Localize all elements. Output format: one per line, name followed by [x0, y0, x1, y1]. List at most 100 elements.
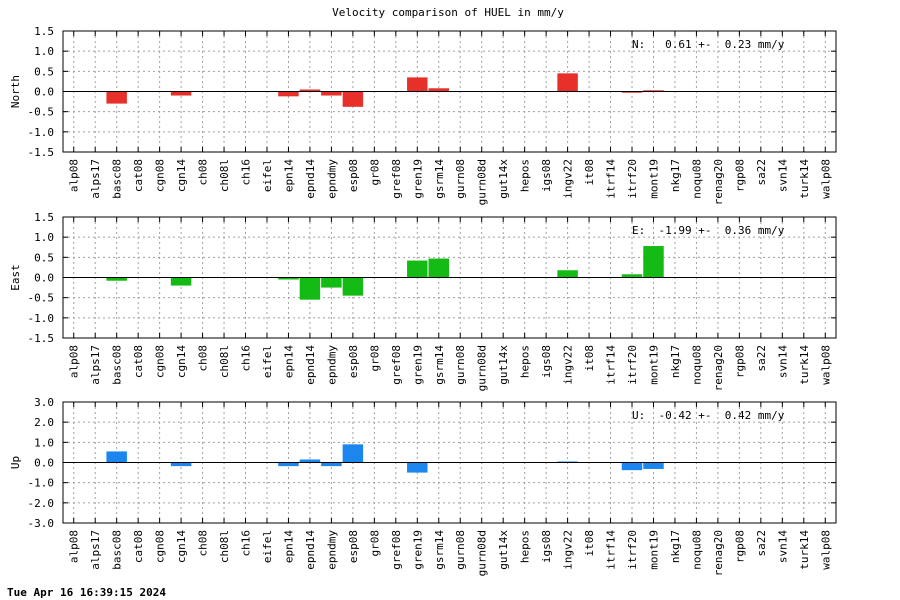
north-xtick-label: mont19	[647, 159, 660, 199]
east-xtick-label: mont19	[647, 345, 660, 385]
north-bar-itrf20	[621, 91, 643, 93]
east-xtick-label: sa22	[755, 345, 768, 372]
east-bar-epndmy	[321, 277, 342, 288]
east-xtick-label: epndmy	[325, 345, 338, 385]
up-xtick-label: noqu08	[690, 530, 703, 570]
north-xtick-label: gref08	[390, 159, 403, 199]
chart-panels: -1.5 -1.0 -0.5 0.0 0.5 1.0 1.5 alp08 alps17 basc0…	[9, 25, 837, 576]
up-ytick-label: -1.0	[28, 477, 55, 490]
east-xtick-label: gr08	[368, 345, 381, 372]
up-xtick-label: gr08	[368, 530, 381, 557]
north-xtick-label: gut14x	[497, 159, 510, 199]
north-bar-ingv22	[557, 73, 578, 92]
north-xtick-label: svn14	[776, 159, 789, 192]
north-xtick-label: it08	[583, 159, 596, 186]
up-xtick-label: svn14	[776, 530, 789, 563]
up-xtick-label: gurn08	[454, 530, 467, 570]
up-xtick-label: ch16	[240, 530, 253, 557]
up-xtick-label: cgn08	[154, 530, 167, 563]
east-xtick-label: epnd14	[304, 345, 317, 385]
up-ylabel: Up	[9, 456, 22, 469]
up-bar-mont19	[643, 462, 664, 469]
up-xtick-label: itrf20	[626, 530, 639, 570]
up-xtick-label: ch08	[197, 530, 210, 557]
up-xtick-label: walp08	[819, 530, 832, 570]
north-bar-epn14	[278, 91, 299, 97]
east-bar-gren19	[407, 260, 428, 278]
up-bar-cgn14	[170, 462, 192, 467]
east-xtick-label: gren19	[411, 345, 424, 385]
up-xtick-label: cgn14	[175, 530, 188, 563]
north-ytick-label: -1.0	[28, 126, 55, 139]
east-xtick-label: it08	[583, 345, 596, 372]
up-bar-esp08	[342, 444, 364, 463]
east-xtick-label: alps17	[89, 345, 102, 385]
up-panel: -3.0 -2.0 -1.0 0.0 1.0 2.0 3.0 alp08 alps17 basc0…	[9, 396, 837, 576]
up-xtick-label: epnd14	[304, 530, 317, 570]
east-bar-epnd14	[299, 277, 321, 300]
east-xtick-label: gurn08	[454, 345, 467, 385]
up-xtick-label: ch08l	[218, 530, 231, 563]
east-bar-cgn14	[170, 277, 192, 286]
up-xtick-label: ingv22	[562, 530, 575, 570]
north-xtick-label: itrf14	[605, 159, 618, 199]
north-ylabel: North	[9, 75, 22, 108]
north-bar-basc08	[106, 91, 127, 104]
north-bar-epndmy	[321, 91, 342, 96]
up-xtick-label: it08	[583, 530, 596, 557]
north-xtick-label: sa22	[755, 159, 768, 186]
east-xtick-label: ch16	[240, 345, 253, 372]
north-xtick-label: gr08	[368, 159, 381, 186]
north-bar-cgn14	[170, 91, 192, 96]
north-xtick-label: turk14	[798, 159, 811, 199]
east-xtick-label: cat08	[132, 345, 145, 378]
east-xtick-label: alp08	[68, 345, 81, 378]
east-xtick-label: esp08	[347, 345, 360, 378]
north-xtick-label: noqu08	[690, 159, 703, 199]
east-ylabel: East	[9, 264, 22, 291]
east-ytick-label: 1.5	[34, 211, 54, 224]
north-bar-esp08	[342, 91, 364, 107]
north-xtick-label: eifel	[261, 159, 274, 192]
east-xtick-label: ingv22	[562, 345, 575, 385]
north-xtick-label: walp08	[819, 159, 832, 199]
up-xtick-label: cat08	[132, 530, 145, 563]
north-xtick-label: renag20	[712, 159, 725, 205]
up-bar-epndmy	[321, 462, 342, 467]
east-xtick-label: eifel	[261, 345, 274, 378]
north-xtick-label: gurn08	[454, 159, 467, 199]
up-xtick-label: mont19	[647, 530, 660, 570]
east-xtick-label: ch08l	[218, 345, 231, 378]
up-xtick-label: gurn08d	[476, 530, 489, 576]
east-xtick-label: basc08	[111, 345, 124, 385]
north-ytick-label: 0.5	[34, 65, 54, 78]
east-xtick-label: turk14	[798, 345, 811, 385]
up-xtick-label: gsrm14	[433, 530, 446, 570]
east-xtick-label: gsrm14	[433, 345, 446, 385]
up-xtick-label: alp08	[68, 530, 81, 563]
up-ytick-label: 1.0	[34, 436, 54, 449]
up-xtick-label: rgp08	[733, 530, 746, 563]
up-xtick-label: turk14	[798, 530, 811, 570]
east-xtick-label: itrf20	[626, 345, 639, 385]
east-xtick-label: itrf14	[605, 345, 618, 385]
north-ytick-label: -1.5	[28, 146, 55, 159]
up-ytick-label: 2.0	[34, 416, 54, 429]
east-xtick-label: cgn14	[175, 345, 188, 378]
north-xtick-label: ch16	[240, 159, 253, 186]
up-xtick-label: sa22	[755, 530, 768, 557]
north-velocity-annotation: N: 0.61 +- 0.23 mm/y	[632, 38, 785, 51]
east-xtick-label: hepos	[519, 345, 532, 378]
north-bar-epnd14	[299, 89, 321, 92]
east-xtick-label: gurn08d	[476, 345, 489, 391]
north-bar-gsrm14	[428, 88, 449, 92]
north-xtick-label: gren19	[411, 159, 424, 199]
north-xtick-label: nkg17	[669, 159, 682, 192]
up-velocity-annotation: U: -0.42 +- 0.42 mm/y	[632, 409, 785, 422]
east-bar-itrf20	[621, 274, 643, 278]
east-bar-epn14	[278, 277, 299, 280]
east-panel: -1.5 -1.0 -0.5 0.0 0.5 1.0 1.5 alp08 alps17 basc0…	[9, 211, 837, 391]
north-xtick-label: basc08	[111, 159, 124, 199]
up-bar-itrf20	[621, 462, 643, 471]
